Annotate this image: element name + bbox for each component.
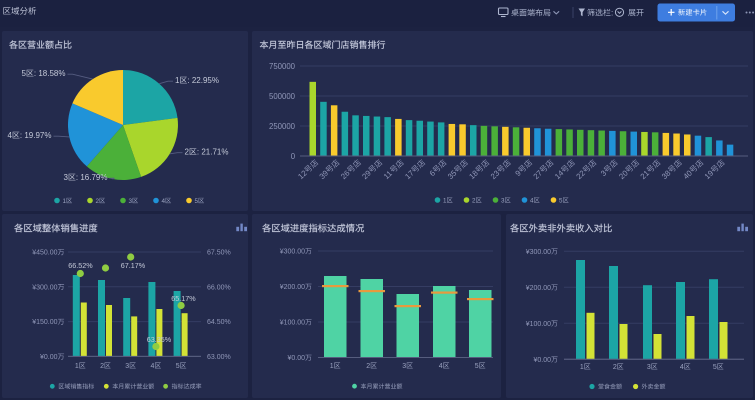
svg-text:66.00%: 66.00% <box>207 284 231 291</box>
svg-text:2: 2 <box>185 148 190 157</box>
svg-text:1: 1 <box>330 363 334 370</box>
svg-text:: 16.79%: : 16.79% <box>76 173 108 182</box>
svg-text:5: 5 <box>195 198 199 205</box>
svg-text:4: 4 <box>8 131 13 140</box>
svg-text:1: 1 <box>75 363 79 370</box>
svg-text:2: 2 <box>472 197 476 204</box>
svg-text:1: 1 <box>580 364 584 371</box>
svg-text:¥0.00: ¥0.00 <box>534 357 552 364</box>
svg-text:4: 4 <box>162 198 166 205</box>
svg-text:3: 3 <box>129 198 133 205</box>
svg-text:66.52%: 66.52% <box>68 261 93 270</box>
svg-text:4: 4 <box>680 364 684 371</box>
svg-text:67.50%: 67.50% <box>207 250 231 257</box>
svg-text:0: 0 <box>291 152 296 161</box>
svg-text:500000: 500000 <box>269 92 296 101</box>
svg-text:3: 3 <box>125 363 129 370</box>
svg-text:4: 4 <box>151 363 155 370</box>
svg-text:4: 4 <box>439 363 443 370</box>
svg-text:5: 5 <box>22 69 27 78</box>
svg-text:4: 4 <box>530 197 534 204</box>
svg-text:2: 2 <box>613 364 617 371</box>
svg-text:: 19.97%: : 19.97% <box>20 131 52 140</box>
svg-text:3: 3 <box>501 197 505 204</box>
svg-text:¥100.00: ¥100.00 <box>280 320 305 327</box>
svg-text:250000: 250000 <box>269 122 296 131</box>
svg-text:: 21.71%: : 21.71% <box>197 148 229 157</box>
svg-text:¥300.00: ¥300.00 <box>32 284 57 291</box>
svg-text:63.35%: 63.35% <box>147 335 172 344</box>
svg-text:2: 2 <box>96 198 100 205</box>
svg-text:1: 1 <box>175 76 180 85</box>
svg-text:5: 5 <box>176 363 180 370</box>
svg-text:5: 5 <box>713 364 717 371</box>
svg-text:5: 5 <box>475 363 479 370</box>
svg-text:6: 6 <box>428 168 437 178</box>
svg-text:63.00%: 63.00% <box>207 354 231 361</box>
svg-text:¥300.00: ¥300.00 <box>526 249 551 256</box>
svg-text::: : <box>611 9 613 18</box>
svg-text:¥0.00: ¥0.00 <box>40 354 58 361</box>
svg-text:1: 1 <box>63 198 67 205</box>
svg-text:3: 3 <box>64 173 69 182</box>
svg-text:¥450.00: ¥450.00 <box>32 250 57 257</box>
svg-text:750000: 750000 <box>269 62 296 71</box>
svg-text:1: 1 <box>443 197 447 204</box>
svg-text:¥0.00: ¥0.00 <box>288 355 306 362</box>
svg-text:: 22.95%: : 22.95% <box>187 76 219 85</box>
svg-text:¥300.00: ¥300.00 <box>280 249 305 256</box>
svg-text:3: 3 <box>647 364 651 371</box>
svg-text:: 18.58%: : 18.58% <box>34 69 66 78</box>
svg-text:3: 3 <box>599 168 608 178</box>
svg-text:3: 3 <box>402 363 406 370</box>
svg-text:9: 9 <box>513 168 522 178</box>
svg-text:65.17%: 65.17% <box>171 294 196 303</box>
svg-text:¥200.00: ¥200.00 <box>280 284 305 291</box>
svg-text:67.17%: 67.17% <box>121 261 146 270</box>
svg-text:2: 2 <box>100 363 104 370</box>
svg-text:64.50%: 64.50% <box>207 319 231 326</box>
svg-text:5: 5 <box>559 197 563 204</box>
svg-text:¥200.00: ¥200.00 <box>526 285 551 292</box>
svg-text:2: 2 <box>366 363 370 370</box>
svg-text:¥100.00: ¥100.00 <box>526 321 551 328</box>
svg-text:¥150.00: ¥150.00 <box>32 319 57 326</box>
